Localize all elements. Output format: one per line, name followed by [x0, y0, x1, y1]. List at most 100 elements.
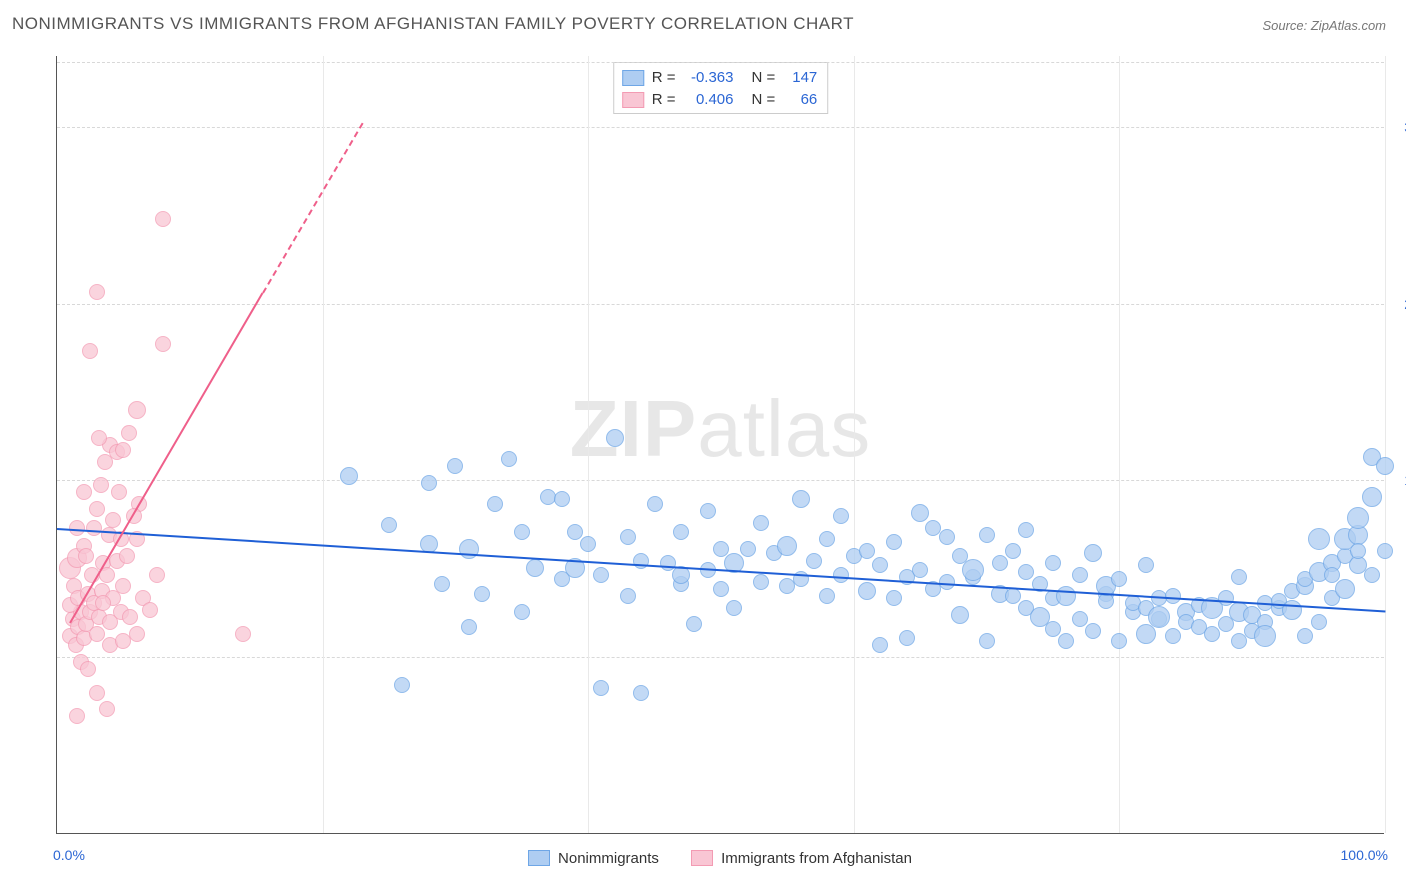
series-a-point: [1324, 567, 1340, 583]
series-a-point: [1084, 544, 1102, 562]
series-b-point: [80, 661, 96, 677]
series-a-point: [1148, 606, 1170, 628]
series-a-point: [1018, 564, 1034, 580]
series-a-point: [1045, 555, 1061, 571]
series-b-point: [119, 548, 135, 564]
series-a-point: [1362, 487, 1382, 507]
series-a-point: [514, 524, 530, 540]
series-b-point: [99, 701, 115, 717]
series-b-point: [93, 477, 109, 493]
series-b-point: [91, 430, 107, 446]
series-a-point: [394, 677, 410, 693]
trendline-b-extrapolated: [262, 123, 363, 294]
series-a-point: [1058, 633, 1074, 649]
series-a-point: [1297, 628, 1313, 644]
series-a-point: [580, 536, 596, 552]
series-a-point: [1335, 579, 1355, 599]
series-a-point: [1111, 571, 1127, 587]
series-a-point: [753, 515, 769, 531]
legend-label-b: Immigrants from Afghanistan: [721, 850, 912, 867]
stats-r-label: R =: [652, 89, 676, 111]
series-a-point: [340, 467, 358, 485]
chart-area: Family Poverty ZIPatlas R = -0.363 N = 1…: [12, 48, 1394, 882]
series-a-point: [886, 534, 902, 550]
series-b-point: [89, 501, 105, 517]
series-b-point: [69, 708, 85, 724]
series-b-point: [115, 442, 131, 458]
series-a-point: [620, 588, 636, 604]
series-a-point: [951, 606, 969, 624]
swatch-icon: [528, 850, 550, 866]
series-a-point: [421, 475, 437, 491]
stats-r-value-a: -0.363: [684, 67, 734, 89]
series-a-point: [833, 567, 849, 583]
stats-row-series-a: R = -0.363 N = 147: [622, 67, 818, 89]
series-a-point: [1056, 586, 1076, 606]
series-a-point: [487, 496, 503, 512]
series-a-point: [447, 458, 463, 474]
series-a-point: [713, 581, 729, 597]
stats-r-value-b: 0.406: [684, 89, 734, 111]
series-a-point: [962, 559, 984, 581]
series-a-point: [1005, 588, 1021, 604]
series-a-point: [899, 630, 915, 646]
chart-header: NONIMMIGRANTS VS IMMIGRANTS FROM AFGHANI…: [0, 0, 1406, 48]
series-b-point: [89, 685, 105, 701]
series-a-point: [1085, 623, 1101, 639]
series-a-point: [1111, 633, 1127, 649]
series-a-point: [514, 604, 530, 620]
series-a-point: [1364, 567, 1380, 583]
series-b-point: [142, 602, 158, 618]
series-a-point: [633, 685, 649, 701]
series-b-point: [129, 626, 145, 642]
series-a-point: [381, 517, 397, 533]
series-a-point: [673, 524, 689, 540]
gridline-h: [57, 127, 1384, 128]
series-a-point: [979, 527, 995, 543]
series-a-point: [979, 633, 995, 649]
swatch-series-a: [622, 70, 644, 86]
series-a-point: [474, 586, 490, 602]
series-a-point: [606, 429, 624, 447]
series-b-point: [86, 520, 102, 536]
stats-n-label: N =: [752, 89, 776, 111]
series-a-point: [1311, 614, 1327, 630]
series-a-point: [912, 562, 928, 578]
series-a-point: [1138, 557, 1154, 573]
series-a-point: [872, 557, 888, 573]
swatch-series-b: [622, 92, 644, 108]
series-a-point: [1308, 528, 1330, 550]
series-b-point: [122, 609, 138, 625]
series-a-point: [792, 490, 810, 508]
series-a-point: [911, 504, 929, 522]
series-b-point: [121, 425, 137, 441]
gridline-v: [1119, 56, 1120, 833]
series-a-point: [620, 529, 636, 545]
series-a-point: [726, 600, 742, 616]
series-a-point: [526, 559, 544, 577]
series-a-point: [1218, 590, 1234, 606]
series-b-point: [78, 548, 94, 564]
series-a-point: [593, 567, 609, 583]
series-b-point: [76, 484, 92, 500]
series-a-point: [1254, 625, 1276, 647]
stats-row-series-b: R = 0.406 N = 66: [622, 89, 818, 111]
series-a-point: [833, 508, 849, 524]
series-a-point: [1072, 567, 1088, 583]
series-a-point: [886, 590, 902, 606]
gridline-h: [57, 62, 1384, 63]
series-b-point: [82, 343, 98, 359]
series-a-point: [777, 536, 797, 556]
chart-title: NONIMMIGRANTS VS IMMIGRANTS FROM AFGHANI…: [12, 14, 854, 34]
stats-n-value-b: 66: [783, 89, 817, 111]
series-a-point: [700, 503, 716, 519]
series-b-point: [95, 595, 111, 611]
series-a-point: [501, 451, 517, 467]
series-a-point: [806, 553, 822, 569]
series-a-point: [1347, 507, 1369, 529]
stats-n-value-a: 147: [783, 67, 817, 89]
series-b-point: [89, 626, 105, 642]
series-a-point: [1282, 600, 1302, 620]
series-a-point: [992, 555, 1008, 571]
legend-item-a: Nonimmigrants: [528, 850, 659, 867]
